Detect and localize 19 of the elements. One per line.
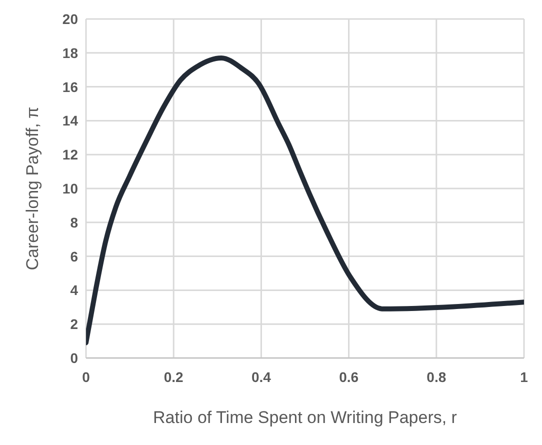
y-tick-label: 18 <box>62 44 78 61</box>
y-tick-label: 10 <box>62 180 78 196</box>
y-tick-label: 12 <box>62 146 78 163</box>
x-tick-label: 0.2 <box>164 368 184 385</box>
y-tick-label: 6 <box>70 248 78 264</box>
x-tick-label: 1 <box>520 368 528 385</box>
y-tick-label: 2 <box>70 316 78 332</box>
x-tick-label: 0.4 <box>251 368 272 385</box>
y-tick-label: 0 <box>70 350 78 366</box>
x-tick-label: 0 <box>82 368 90 385</box>
y-tick-label: 14 <box>62 112 78 129</box>
y-axis-title: Career-long Payoff, π <box>23 106 42 270</box>
y-tick-label: 20 <box>62 10 78 27</box>
x-tick-label: 0.8 <box>426 368 446 385</box>
x-tick-label: 0.6 <box>339 368 359 385</box>
y-tick-label: 8 <box>70 214 78 230</box>
x-axis-title: Ratio of Time Spent on Writing Papers, r <box>153 408 458 427</box>
y-tick-label: 16 <box>62 78 78 95</box>
y-tick-label: 4 <box>70 282 78 298</box>
